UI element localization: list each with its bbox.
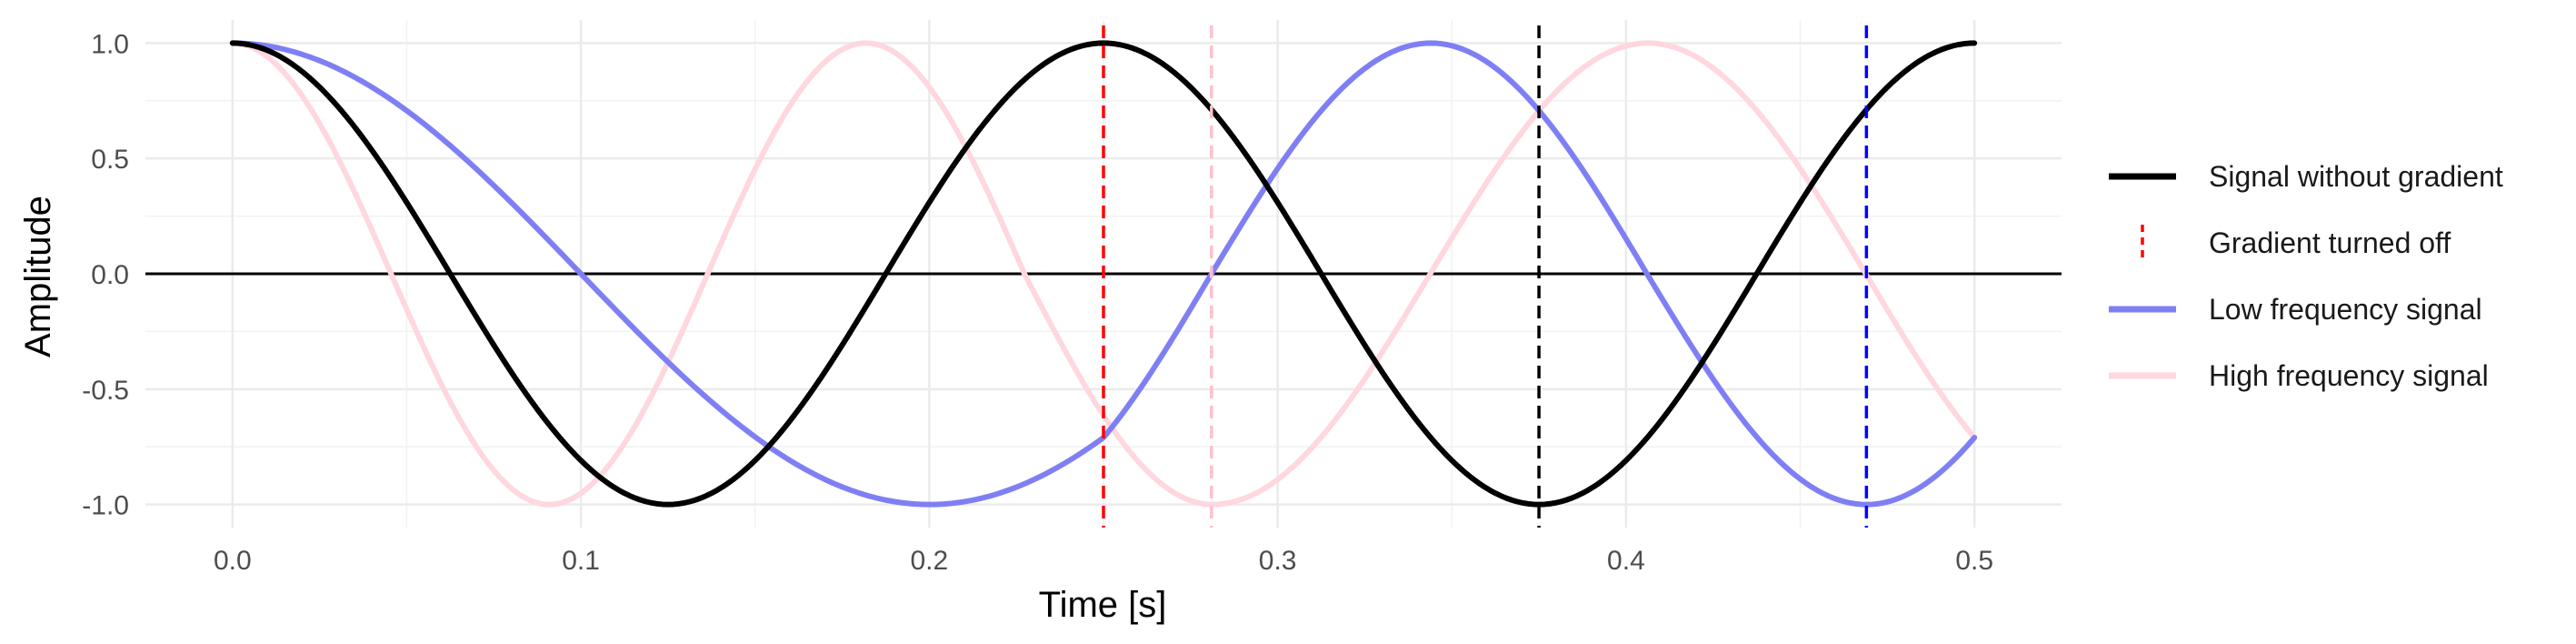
legend-item: High frequency signal — [2109, 359, 2489, 392]
legend-item: Low frequency signal — [2109, 293, 2482, 326]
x-tick-label: 0.2 — [911, 546, 949, 576]
legend-label: Signal without gradient — [2209, 160, 2503, 193]
x-tick-label: 0.3 — [1259, 546, 1297, 576]
y-axis-title: Amplitude — [18, 196, 58, 357]
x-tick-label: 0.4 — [1607, 546, 1645, 576]
legend: Signal without gradient Gradient turned o… — [2109, 160, 2503, 392]
y-tick-label: 1.0 — [91, 29, 129, 59]
high-frequency-series-line — [229, 40, 1978, 508]
legend-label: High frequency signal — [2209, 359, 2489, 392]
signal-without-gradient-line — [229, 40, 1978, 508]
plot-series — [229, 25, 1978, 528]
x-tick-label: 0.0 — [214, 546, 252, 576]
x-tick-label: 0.1 — [562, 546, 600, 576]
y-tick-label: -1.0 — [82, 491, 129, 521]
legend-item: Signal without gradient — [2109, 160, 2503, 193]
x-tick-label: 0.5 — [1955, 546, 1993, 576]
legend-item: Gradient turned off — [2141, 225, 2451, 261]
x-axis-title: Time [s] — [1039, 585, 1167, 625]
y-tick-label: -0.5 — [82, 376, 129, 406]
legend-label: Low frequency signal — [2209, 293, 2482, 326]
tick-labels: 0.0 0.1 0.2 0.3 0.4 0.5 -1.0 -0.5 0.0 0.5 1.0 — [82, 29, 1993, 576]
legend-label: Gradient turned off — [2209, 226, 2451, 259]
y-tick-label: 0.5 — [91, 145, 129, 175]
y-tick-label: 0.0 — [91, 260, 129, 290]
